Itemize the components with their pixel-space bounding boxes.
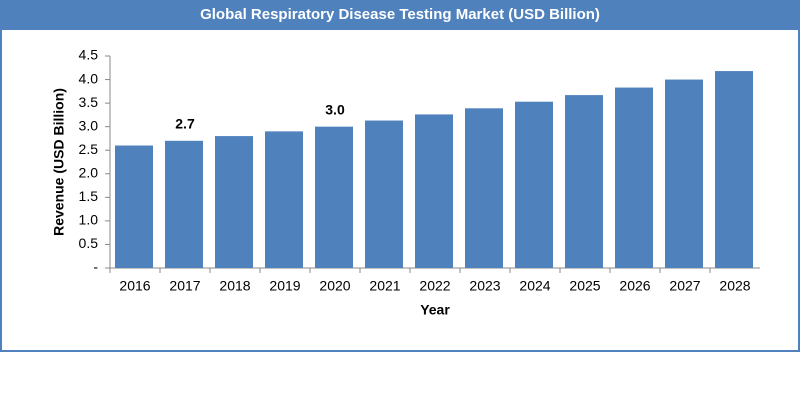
y-tick-label: 4.5 [79,47,99,63]
x-tick-label: 2022 [419,278,450,294]
bar [315,126,353,269]
data-label: 3.0 [325,101,345,117]
bar [265,131,303,268]
y-tick-label: 4.0 [79,70,99,86]
y-tick-label: 3.0 [79,117,99,133]
y-tick-label: 2.5 [79,141,99,157]
x-tick-label: 2028 [719,278,750,294]
bar [515,101,553,268]
title-bar [0,0,800,30]
y-tick-label: 1.0 [79,212,99,228]
bar [715,71,753,268]
bar [665,79,703,268]
data-label: 2.7 [175,116,195,132]
bar [465,108,503,268]
bar [415,114,453,268]
x-tick-label: 2026 [619,278,650,294]
y-tick-label: - [93,259,98,275]
bar [115,145,153,268]
y-tick-label: 0.5 [79,235,99,251]
bar [615,87,653,268]
y-tick-label: 1.5 [79,188,99,204]
x-tick-label: 2016 [119,278,150,294]
x-tick-label: 2021 [369,278,400,294]
bar [165,140,203,268]
x-tick-label: 2027 [669,278,700,294]
x-tick-label: 2025 [569,278,600,294]
y-tick-label: 2.0 [79,164,99,180]
x-tick-label: 2024 [519,278,550,294]
y-tick-label: 3.5 [79,94,99,110]
bar [365,120,403,268]
x-axis-title: Year [420,302,450,318]
x-tick-label: 2019 [269,278,300,294]
x-tick-label: 2017 [169,278,200,294]
chart-title: Global Respiratory Disease Testing Marke… [200,6,600,23]
bar [215,136,253,268]
x-tick-label: 2023 [469,278,500,294]
bar [565,95,603,268]
x-tick-label: 2018 [219,278,250,294]
y-axis-title: Revenue (USD Billion) [51,88,67,236]
x-tick-label: 2020 [319,278,350,294]
